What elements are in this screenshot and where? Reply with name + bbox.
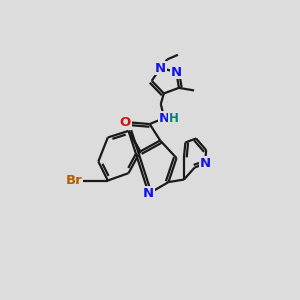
Text: Br: Br: [65, 174, 82, 187]
Text: O: O: [119, 116, 131, 129]
Text: N: N: [143, 187, 154, 200]
Text: N: N: [159, 112, 170, 124]
Text: N: N: [155, 61, 166, 74]
Text: N: N: [200, 157, 211, 170]
Text: H: H: [169, 112, 179, 124]
Text: N: N: [171, 65, 182, 79]
